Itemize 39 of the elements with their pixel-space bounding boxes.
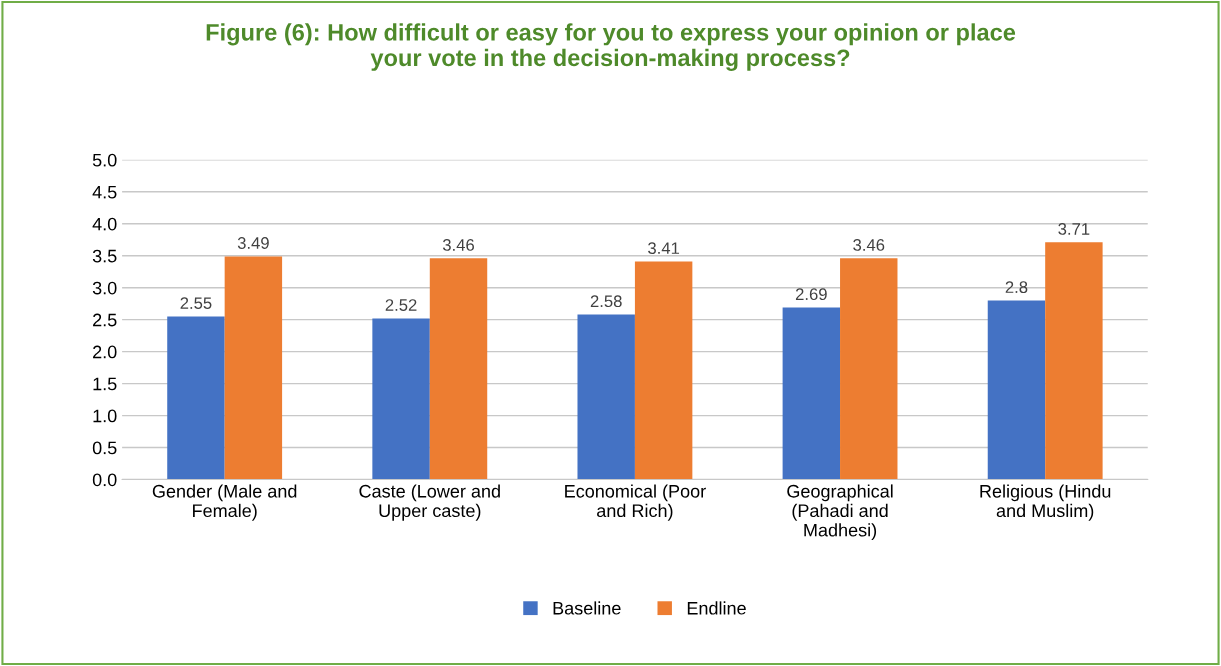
data-label: 3.49	[237, 237, 269, 249]
data-label: 3.71	[1058, 223, 1090, 235]
x-tick-label: Religious (Hindu and Muslim)	[980, 484, 1111, 521]
data-label: 2.58	[590, 295, 622, 308]
data-label: 2.55	[180, 297, 212, 310]
y-tick-label: 4.5	[92, 185, 117, 199]
y-tick-label: 3.0	[92, 281, 117, 295]
x-tick-label: Gender (Male and Female)	[152, 484, 297, 521]
x-tick-label: Economical (Poor and Rich)	[565, 484, 706, 521]
y-tick-label: 2.0	[93, 345, 117, 359]
y-tick-label: 0.0	[92, 473, 117, 487]
data-label: 2.52	[385, 299, 417, 311]
x-tick-label: Caste (Lower and Upper caste)	[359, 484, 500, 521]
bar	[224, 256, 283, 480]
data-label: 2.69	[795, 288, 827, 301]
y-tick-label: 4.0	[92, 217, 117, 231]
y-tick-label: 1.0	[93, 409, 117, 423]
legend-label: Baseline	[553, 601, 621, 615]
bar	[429, 258, 488, 480]
y-tick-label: 3.5	[92, 249, 117, 263]
bar	[372, 318, 430, 480]
data-label: 2.8	[1005, 281, 1028, 294]
y-tick-label: 1.5	[93, 377, 117, 391]
y-tick-label: 2.5	[93, 313, 117, 327]
y-tick-label: 5.0	[92, 153, 117, 167]
bar	[840, 258, 898, 480]
y-tick-label: 0.5	[92, 441, 117, 455]
chart-title: Figure (6): How difficult or easy for you to express your opinion or place your vote in the decision-making process?	[206, 23, 1016, 71]
bar	[987, 300, 1046, 480]
bar	[167, 316, 225, 480]
bar	[634, 261, 693, 480]
legend-label: Endline	[687, 601, 746, 615]
data-label: 3.41	[648, 242, 680, 255]
bar	[577, 314, 635, 480]
data-label: 3.46	[442, 239, 474, 251]
bar	[782, 307, 841, 480]
x-tick-label: Geographical (Pahadi and Madhesi)	[787, 484, 893, 541]
bar	[1045, 242, 1103, 480]
data-label: 3.46	[853, 239, 885, 251]
